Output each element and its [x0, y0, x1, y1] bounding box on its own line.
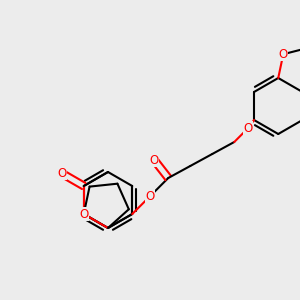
- Text: O: O: [57, 167, 67, 180]
- Text: O: O: [244, 122, 253, 134]
- Text: O: O: [279, 48, 288, 61]
- Text: O: O: [79, 208, 88, 220]
- Text: O: O: [150, 154, 159, 166]
- Text: O: O: [146, 190, 155, 202]
